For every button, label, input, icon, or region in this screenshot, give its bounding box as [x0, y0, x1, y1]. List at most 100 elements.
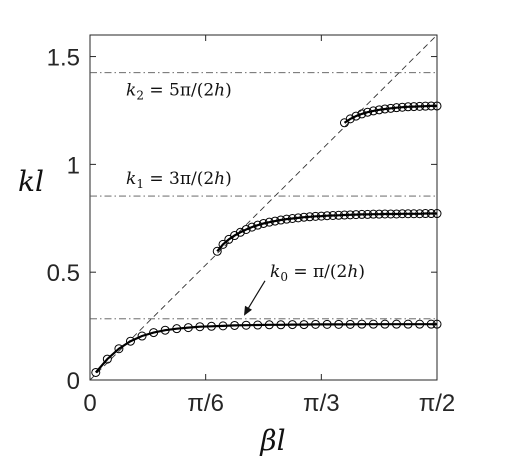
data-point — [253, 320, 263, 330]
data-point — [432, 319, 442, 329]
data-point — [420, 101, 430, 111]
data-point — [403, 209, 413, 219]
data-point — [316, 211, 326, 221]
data-point — [351, 111, 361, 121]
data-point — [357, 319, 367, 329]
data-point — [426, 209, 436, 219]
y-tick-label: 0.5 — [47, 260, 80, 287]
data-point — [287, 213, 297, 223]
data-point — [293, 213, 303, 223]
plot-area: 0 π/6 π/3 π/2 0 0.5 1 1.5 k0 = π/(2h) k1 = 3π/(2h… — [47, 34, 456, 417]
cutoff-label: k0 = π/(2h) — [270, 262, 365, 284]
data-point — [264, 217, 274, 227]
data-point — [409, 209, 419, 219]
data-point — [114, 344, 124, 354]
data-point — [426, 101, 436, 111]
y-tick-label: 1 — [67, 152, 80, 179]
data-point — [299, 212, 309, 222]
data-point — [380, 209, 390, 219]
data-point — [172, 324, 182, 334]
light-line — [89, 34, 438, 381]
annotation-arrow — [247, 280, 266, 310]
data-point — [160, 325, 170, 335]
series-line — [94, 323, 437, 374]
data-point — [368, 209, 378, 219]
data-point — [363, 107, 373, 117]
data-point — [235, 227, 245, 237]
data-point — [253, 220, 263, 230]
data-point — [328, 210, 338, 220]
data-point — [409, 102, 419, 112]
data-point — [415, 101, 425, 111]
data-point — [392, 319, 402, 329]
data-point — [380, 104, 390, 114]
data-point — [311, 211, 321, 221]
x-tick-label: π/2 — [419, 390, 456, 417]
data-point — [351, 210, 361, 220]
data-point — [386, 209, 396, 219]
data-point — [403, 102, 413, 112]
x-axis-title: βl — [259, 424, 285, 457]
x-tick-label: π/6 — [187, 390, 224, 417]
data-point — [392, 209, 402, 219]
data-point — [334, 210, 344, 220]
data-point — [287, 320, 297, 330]
data-point — [415, 319, 425, 329]
data-point — [397, 102, 407, 112]
data-point — [432, 209, 442, 219]
data-point — [282, 214, 292, 224]
data-point — [334, 319, 344, 329]
cutoff-label: k1 = 3π/(2h) — [126, 169, 232, 191]
data-point — [339, 118, 349, 128]
data-point — [206, 321, 216, 331]
data-point — [363, 209, 373, 219]
data-point — [195, 322, 205, 332]
data-point — [218, 321, 228, 331]
x-tick-label: π/3 — [303, 390, 340, 417]
data-point — [102, 354, 112, 364]
data-point — [230, 320, 240, 330]
data-point — [305, 212, 315, 222]
data-point — [386, 103, 396, 113]
data-point — [264, 320, 274, 330]
series-line — [216, 212, 437, 253]
y-axis-title: kl — [18, 165, 44, 198]
data-point — [345, 319, 355, 329]
y-tick-label: 1.5 — [47, 45, 80, 72]
data-point — [415, 209, 425, 219]
data-point — [311, 319, 321, 329]
data-point — [426, 319, 436, 329]
data-point — [183, 323, 193, 333]
data-point — [259, 218, 268, 228]
data-point — [420, 209, 430, 219]
data-point — [380, 319, 390, 329]
data-point — [218, 239, 228, 249]
data-point — [270, 216, 280, 226]
data-point — [357, 109, 367, 119]
data-point — [322, 319, 332, 329]
arrow-head — [244, 305, 252, 316]
data-point — [432, 101, 442, 111]
data-point — [374, 209, 384, 219]
data-point — [137, 331, 147, 341]
data-point — [247, 222, 257, 232]
data-point — [345, 114, 355, 124]
data-point — [374, 105, 384, 115]
data-point — [241, 320, 251, 330]
data-point — [212, 246, 222, 256]
data-point — [125, 336, 135, 346]
data-point — [403, 319, 413, 329]
y-tick-label: 0 — [67, 368, 80, 395]
data-point — [345, 210, 355, 220]
data-point — [339, 210, 349, 220]
x-tick-label: 0 — [83, 390, 96, 417]
data-point — [357, 209, 367, 219]
data-point — [392, 103, 402, 113]
data-point — [368, 319, 378, 329]
data-point — [241, 224, 251, 234]
cutoff-label: k2 = 5π/(2h) — [126, 81, 232, 103]
data-point — [368, 106, 378, 116]
data-point — [299, 320, 309, 330]
data-point — [91, 367, 101, 377]
data-point — [397, 209, 407, 219]
